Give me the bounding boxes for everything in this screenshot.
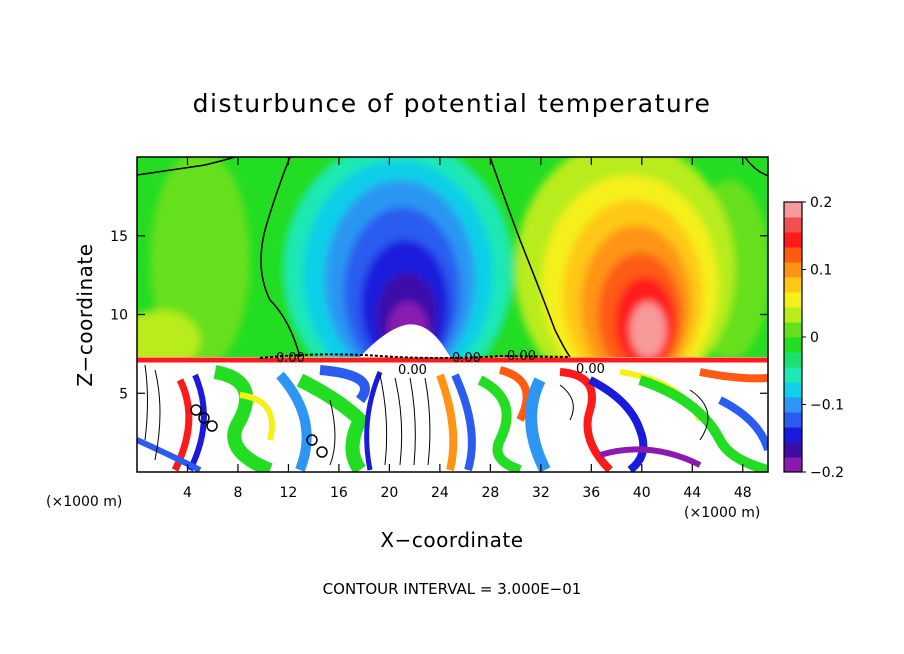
contour-scribbles <box>144 364 709 466</box>
filament <box>213 365 273 472</box>
x-unit-label-left: (×1000 m) <box>46 494 122 510</box>
field-patch <box>150 157 250 357</box>
plot-area <box>137 157 768 472</box>
colorbar-swatch <box>784 217 802 233</box>
x-tick-label: 20 <box>380 485 398 501</box>
colorbar-swatch <box>784 427 802 443</box>
y-axis-label: Z−coordinate <box>73 243 97 386</box>
x-tick-label: 44 <box>683 485 701 501</box>
contour-label: 0.00 <box>452 351 481 366</box>
contour-label: 0.00 <box>398 363 427 378</box>
filament <box>525 377 551 472</box>
colorbar: 0.2 0.1 0 −0.1 −0.2 <box>783 195 844 481</box>
filament <box>588 376 648 472</box>
colorbar-swatch <box>784 232 802 248</box>
colorbar-swatch <box>784 397 802 413</box>
filament <box>319 365 370 404</box>
x-tick-label: 24 <box>431 485 449 501</box>
colorbar-swatch <box>784 457 802 473</box>
lower-field <box>137 357 768 472</box>
y-tick-label: 15 <box>110 229 128 245</box>
x-axis-label: X−coordinate <box>380 528 523 552</box>
x-axis: 4 8 12 16 20 24 28 32 36 40 44 48 <box>183 157 752 501</box>
x-tick-label: 8 <box>233 485 242 501</box>
x-tick-label: 32 <box>532 485 550 501</box>
contour-interval-note: CONTOUR INTERVAL = 3.000E−01 <box>323 580 582 598</box>
colorbar-tick-label: 0.1 <box>810 263 832 279</box>
contour-labels: 0.00 0.00 0.00 0.00 0.00 <box>276 349 605 378</box>
zero-contour-line <box>744 157 768 177</box>
colorbar-tick-label: −0.2 <box>810 465 844 481</box>
colorbar-tick-label: 0.2 <box>810 195 832 211</box>
filament <box>451 373 476 472</box>
colorbar-swatch <box>784 322 802 338</box>
colorbar-swatch <box>784 262 802 278</box>
zero-contour-line <box>260 157 301 357</box>
filament <box>699 368 768 383</box>
y-axis: 5 10 15 <box>110 229 768 402</box>
contour-label: 0.00 <box>576 362 605 377</box>
colorbar-swatch <box>784 442 802 458</box>
filament <box>718 396 768 452</box>
colorbar-tick-label: −0.1 <box>810 398 844 414</box>
filament <box>477 375 522 472</box>
colorbar-swatch <box>784 307 802 323</box>
zero-contour-line <box>489 157 571 357</box>
filament <box>436 373 458 471</box>
filament <box>599 446 702 468</box>
upper-field <box>137 157 768 357</box>
colorbar-swatch <box>784 202 802 218</box>
filament <box>498 366 531 422</box>
field-patch <box>137 310 200 357</box>
contour-rings <box>190 404 328 458</box>
boundary-contour <box>259 353 571 359</box>
chart-title: disturbunce of potential temperature <box>193 89 712 118</box>
filament <box>187 373 207 472</box>
colorbar-swatch <box>784 382 802 398</box>
x-tick-label: 36 <box>582 485 600 501</box>
colorbar-swatch <box>784 247 802 263</box>
white-peak <box>360 324 450 357</box>
warm-anomaly-layer <box>630 302 666 357</box>
zero-contour-line <box>137 157 236 176</box>
filament <box>239 392 275 441</box>
filament <box>276 371 312 472</box>
colorbar-swatch <box>784 367 802 383</box>
contour-label: 0.00 <box>276 351 305 366</box>
filament <box>364 371 383 471</box>
y-tick-label: 10 <box>110 308 128 324</box>
x-tick-label: 4 <box>183 485 192 501</box>
colorbar-swatch <box>784 292 802 308</box>
x-unit-label-right: (×1000 m) <box>684 505 760 521</box>
x-tick-label: 40 <box>633 485 651 501</box>
contour-label: 0.00 <box>507 349 536 364</box>
filament <box>137 437 202 472</box>
x-tick-label: 48 <box>734 485 752 501</box>
filament <box>559 368 613 472</box>
colorbar-tick-label: 0 <box>810 330 819 346</box>
colorbar-swatch <box>784 337 802 353</box>
filament <box>296 373 369 472</box>
colorbar-swatch <box>784 352 802 368</box>
y-tick-label: 5 <box>119 386 128 402</box>
x-tick-label: 12 <box>280 485 298 501</box>
colorbar-swatch <box>784 412 802 428</box>
x-tick-label: 16 <box>330 485 348 501</box>
filament <box>638 375 768 472</box>
colorbar-swatch <box>784 277 802 293</box>
x-tick-label: 28 <box>481 485 499 501</box>
